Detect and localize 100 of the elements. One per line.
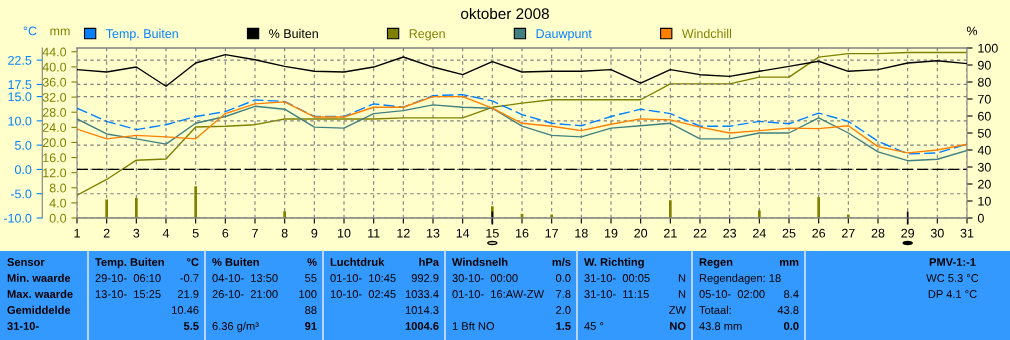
y-tick-label: 22.5 bbox=[8, 55, 32, 65]
x-tick-label: 6 bbox=[222, 228, 229, 238]
text: 43.8 bbox=[777, 306, 799, 314]
text: Windsnelh bbox=[452, 257, 508, 266]
legend-label: Temp. Buiten bbox=[106, 28, 178, 41]
x-tick-label: 12 bbox=[397, 228, 410, 238]
text: 7.8 bbox=[556, 290, 571, 298]
text: 55 bbox=[305, 274, 317, 282]
text: Max. waarde bbox=[7, 289, 73, 298]
x-tick-label: 24 bbox=[753, 228, 766, 238]
text: Luchtdruk bbox=[330, 257, 385, 266]
text: 26-10- 21:00 bbox=[212, 290, 278, 298]
legend-label: Dauwpunt bbox=[536, 29, 592, 41]
text: Temp. Buiten bbox=[95, 257, 164, 269]
line-series bbox=[77, 104, 967, 162]
y2-tick-label: 20.0 bbox=[42, 138, 67, 148]
text: 2.0 bbox=[556, 306, 571, 314]
x-tick-label: 2 bbox=[103, 228, 110, 238]
text: 05-10- 02:00 bbox=[699, 290, 765, 298]
y2-tick-label: 36.0 bbox=[42, 77, 67, 87]
x-tick-label: 31 bbox=[960, 228, 974, 238]
x-tick-label: 8 bbox=[281, 228, 288, 238]
y3-tick-label: 40 bbox=[977, 145, 991, 155]
y3-axis-title: % bbox=[966, 26, 978, 36]
y3-tick-label: 20 bbox=[978, 179, 991, 189]
text: 1004.6 bbox=[405, 322, 439, 330]
text: Sensor bbox=[7, 258, 45, 266]
text: 1.5 bbox=[556, 322, 571, 330]
text: 1014.3 bbox=[405, 306, 439, 314]
text: 0.0 bbox=[783, 322, 799, 330]
y2-tick-label: 32.0 bbox=[42, 92, 67, 102]
text: 31-10- 11:15 bbox=[584, 290, 649, 298]
text: 5.5 bbox=[183, 322, 199, 330]
x-tick-label: 18 bbox=[575, 228, 588, 238]
text: Gemiddelde bbox=[7, 305, 71, 314]
y2-tick-label: 40.0 bbox=[42, 62, 67, 72]
x-tick-label: 5 bbox=[192, 228, 199, 238]
x-tick-label: 10 bbox=[338, 228, 351, 238]
text: 43.8 mm bbox=[699, 322, 742, 330]
y2-tick-label: 28.0 bbox=[42, 108, 67, 117]
text: 88 bbox=[305, 306, 317, 314]
text: 91 bbox=[305, 322, 317, 330]
text: 10-10- 02:45 bbox=[330, 290, 396, 298]
x-tick-label: 27 bbox=[842, 228, 855, 238]
y-tick-label: 15.0 bbox=[8, 92, 32, 102]
x-tick-label: 11 bbox=[368, 228, 380, 238]
text: DP 4.1 °C bbox=[928, 290, 977, 298]
x-tick-label: 26 bbox=[812, 228, 826, 238]
x-tick-label: 4 bbox=[162, 228, 170, 238]
x-tick-label: 28 bbox=[871, 228, 885, 238]
y2-tick-label: 0.0 bbox=[49, 213, 67, 223]
text: 21.9 bbox=[177, 290, 199, 298]
y3-tick-label: 90 bbox=[978, 60, 991, 70]
text: 01-10- 10:45 bbox=[330, 274, 396, 282]
y3-tick-label: 70 bbox=[978, 94, 991, 104]
y-tick-label: 17.5 bbox=[8, 80, 32, 90]
text: 6.36 g/m³ bbox=[212, 321, 259, 333]
x-tick-label: 19 bbox=[605, 228, 618, 238]
y-tick-label: 10.0 bbox=[8, 116, 32, 126]
text: 992.9 bbox=[411, 274, 439, 282]
x-tick-label: 30 bbox=[930, 228, 944, 238]
y3-tick-label: 0 bbox=[977, 213, 984, 223]
text: Min. waarde bbox=[7, 273, 71, 282]
legend-label: % Buiten bbox=[269, 28, 318, 39]
text: 29-10- 06:10 bbox=[95, 274, 161, 282]
text: 45 ° bbox=[584, 322, 604, 330]
y-tick-label: 5.0 bbox=[14, 140, 32, 150]
x-tick-label: 9 bbox=[311, 228, 318, 238]
y-axis-title: °C bbox=[23, 26, 37, 36]
y2-tick-label: 12.0 bbox=[43, 168, 67, 178]
x-tick-label: 1 bbox=[74, 228, 80, 238]
x-tick-label: 13 bbox=[427, 228, 440, 238]
legend-label: Windchill bbox=[681, 28, 732, 39]
y3-tick-label: 100 bbox=[978, 43, 998, 53]
y3-tick-label: 30 bbox=[977, 162, 991, 172]
x-tick-label: 17 bbox=[545, 228, 558, 238]
legend-label: Regen bbox=[409, 29, 445, 41]
y3-tick-label: 10 bbox=[978, 196, 991, 206]
text: % bbox=[307, 258, 317, 266]
y2-tick-label: 16.0 bbox=[43, 153, 67, 163]
x-tick-label: 22 bbox=[693, 228, 707, 238]
text: ZW bbox=[669, 306, 686, 314]
y-tick-label: 0.0 bbox=[14, 165, 32, 175]
text: Totaal: bbox=[699, 305, 731, 314]
y3-tick-label: 60 bbox=[978, 111, 991, 121]
y3-tick-label: 80 bbox=[977, 77, 991, 87]
text: NO bbox=[670, 322, 686, 330]
x-tick-label: 23 bbox=[723, 228, 737, 238]
text: m/s bbox=[552, 257, 571, 267]
x-tick-label: 3 bbox=[133, 228, 140, 238]
text: 31-10- bbox=[7, 322, 39, 330]
text: Regendagen: 18 bbox=[699, 273, 781, 285]
text: mm bbox=[779, 259, 799, 266]
x-tick-label: 25 bbox=[782, 228, 796, 238]
x-tick-label: 15 bbox=[486, 228, 499, 238]
text: 1033.4 bbox=[405, 290, 439, 298]
text: 04-10- 13:50 bbox=[212, 274, 278, 282]
text: 1 Bft NO bbox=[452, 321, 495, 330]
text: Regen bbox=[699, 258, 733, 269]
text: % Buiten bbox=[212, 257, 259, 266]
